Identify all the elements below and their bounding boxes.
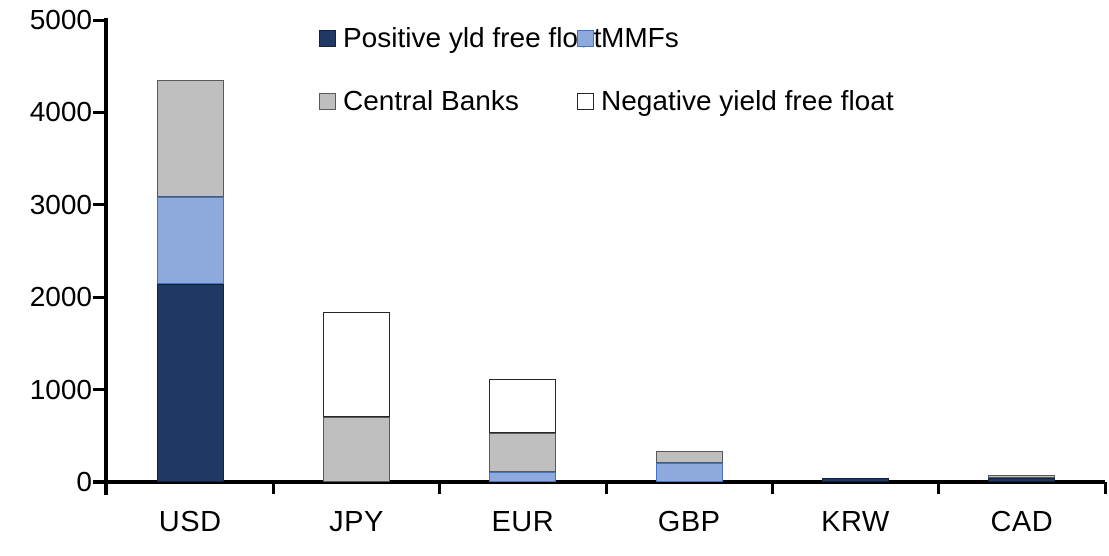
y-axis-tick-label: 4000 <box>29 96 92 128</box>
x-axis-tick <box>937 482 941 494</box>
bar-segment-gbp-mmfs <box>655 462 723 482</box>
bar-segment-eur-central-banks <box>489 432 557 472</box>
x-axis-tick <box>438 482 442 494</box>
legend-label-positive-yld-free-float: Positive yld free float <box>343 22 602 53</box>
y-axis-tick <box>93 480 106 484</box>
y-axis-tick-label: 2000 <box>29 281 92 313</box>
y-axis-tick <box>93 18 106 22</box>
bar-segment-gbp-central-banks <box>655 451 723 463</box>
y-axis-tick-label: 0 <box>76 466 92 497</box>
x-axis-tick <box>604 482 608 494</box>
x-axis-category-label-krw: KRW <box>821 506 890 538</box>
bar-segment-eur-negative-yield-free-float <box>489 379 557 433</box>
bar-segment-cad-central-banks <box>988 475 1056 479</box>
x-axis-category-label-eur: EUR <box>491 506 555 538</box>
legend-item-positive-yld-free-float: Positive yld free float <box>319 22 602 53</box>
x-axis-tick <box>1103 482 1107 494</box>
y-axis-tick <box>93 203 106 207</box>
bar-segment-usd-positive-yld-free-float <box>156 284 224 482</box>
x-axis-line <box>93 480 1105 484</box>
legend-item-central-banks: Central Banks <box>319 85 519 116</box>
legend-label-negative-yield-free-float: Negative yield free float <box>601 85 894 116</box>
y-axis-tick <box>93 388 106 392</box>
bar-segment-jpy-central-banks <box>323 417 390 482</box>
bar-segment-usd-central-banks <box>156 79 224 198</box>
x-axis-tick <box>271 482 275 494</box>
bar-segment-krw-positive-yld-free-float <box>822 477 889 482</box>
legend-item-negative-yield-free-float: Negative yield free float <box>577 85 894 116</box>
bar-segment-cad-positive-yld-free-float <box>988 478 1056 482</box>
legend-item-mmfs: MMFs <box>577 22 679 53</box>
x-axis-category-label-jpy: JPY <box>329 506 384 538</box>
legend-label-mmfs: MMFs <box>601 22 679 53</box>
x-axis-category-label-usd: USD <box>158 506 222 538</box>
y-axis-tick-label: 1000 <box>29 373 92 405</box>
y-axis-line <box>104 18 108 495</box>
legend-swatch-positive-yld-free-float <box>319 29 336 47</box>
legend-label-central-banks: Central Banks <box>343 85 519 116</box>
bar-segment-eur-mmfs <box>489 471 557 482</box>
x-axis-tick <box>770 482 774 494</box>
bar-segment-usd-mmfs <box>156 197 224 285</box>
x-axis-category-label-cad: CAD <box>990 506 1054 538</box>
legend-swatch-central-banks <box>319 92 336 110</box>
legend-swatch-mmfs <box>577 29 594 47</box>
x-axis-category-label-gbp: GBP <box>657 506 721 538</box>
y-axis-tick <box>93 295 106 299</box>
y-axis-tick <box>93 110 106 114</box>
bar-segment-jpy-negative-yield-free-float <box>323 311 390 418</box>
y-axis-tick-label: 5000 <box>29 4 92 35</box>
legend-swatch-negative-yield-free-float <box>577 92 594 110</box>
y-axis-tick-label: 3000 <box>29 188 92 220</box>
